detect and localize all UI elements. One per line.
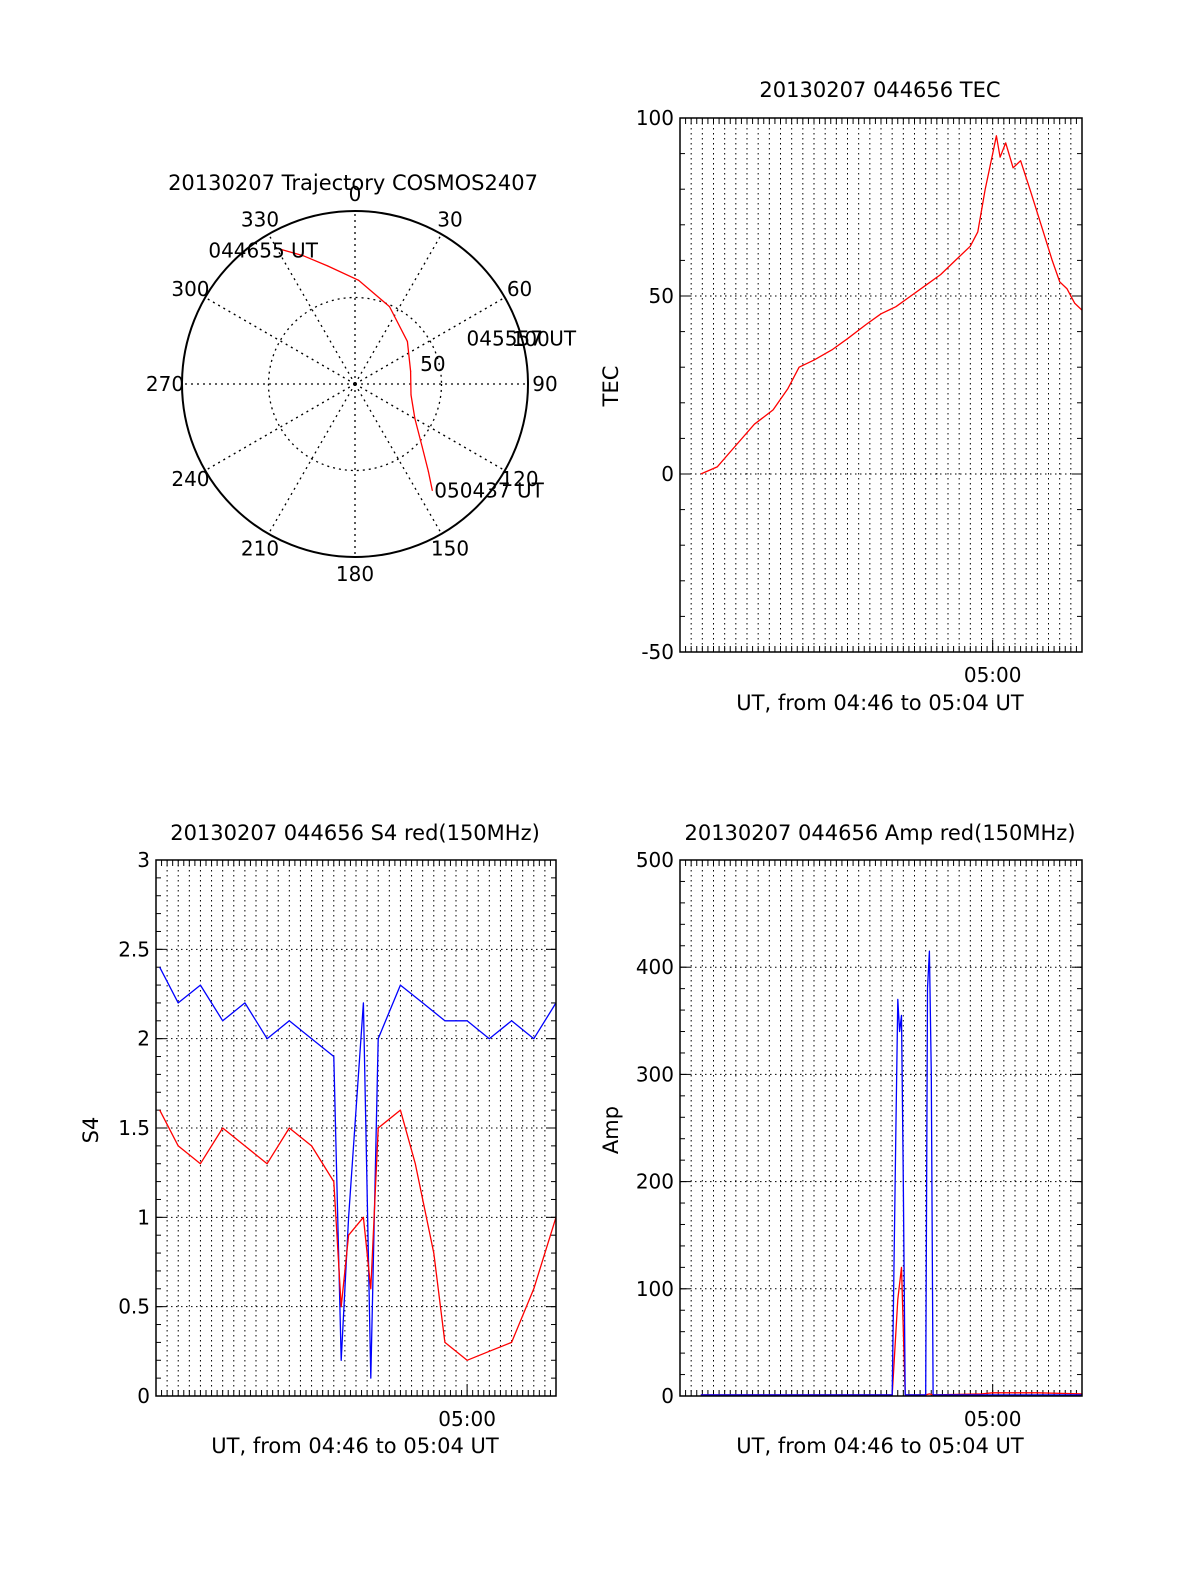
y-tick-label: 3: [137, 848, 150, 872]
trajectory-point: [327, 265, 329, 267]
amp-title: 20130207 044656 Amp red(150MHz): [684, 821, 1075, 845]
azimuth-label: 0: [349, 182, 362, 206]
amp-panel: 20130207 044656 Amp red(150MHz) UT, from…: [599, 821, 1083, 1458]
plot-frame: [679, 117, 1083, 653]
azimuth-label: 210: [241, 537, 279, 561]
trajectory-point: [358, 279, 360, 281]
y-tick-label: 200: [636, 1170, 674, 1194]
trajectory-annotation: 050437 UT: [434, 478, 544, 502]
tec-title: 20130207 044656 TEC: [759, 78, 1000, 102]
x-tick-label: 05:00: [438, 1407, 496, 1431]
trajectory-spoke: [204, 383, 356, 472]
series-line-0: [159, 966, 557, 1379]
trajectory-point: [279, 248, 281, 250]
radial-label: 50: [420, 352, 445, 376]
y-tick-label: 100: [636, 106, 674, 130]
azimuth-label: 330: [241, 207, 279, 231]
trajectory-inner-circle: [267, 296, 443, 472]
y-tick-label: 0.5: [118, 1295, 150, 1319]
trajectory-annotation: 044655 UT: [208, 238, 318, 262]
y-tick-label: 50: [649, 284, 674, 308]
trajectory-panel: 20130207 Trajectory COSMOS2407 0 30 60 90 12…: [146, 171, 577, 586]
trajectory-point: [410, 394, 412, 396]
trajectory-spoke: [354, 383, 443, 535]
y-tick-label: 0: [661, 462, 674, 486]
tec-ylabel: TEC: [599, 366, 623, 408]
y-tick-label: 500: [636, 848, 674, 872]
series-line-0: [700, 1266, 1083, 1396]
y-tick-label: 1.5: [118, 1116, 150, 1140]
y-tick-label: 1: [137, 1205, 150, 1229]
trajectory-series-line: [280, 248, 433, 491]
tec-panel: 20130207 044656 TEC UT, from 04:46 to 05…: [599, 78, 1083, 715]
s4-xlabel: UT, from 04:46 to 05:04 UT: [211, 1434, 499, 1458]
tec-plot-area: -50 0 50 100 05:00: [636, 106, 1083, 687]
y-tick-label: 100: [636, 1277, 674, 1301]
trajectory-point: [406, 340, 409, 343]
s4-ylabel: S4: [79, 1117, 103, 1144]
series-line-1: [700, 950, 1082, 1396]
azimuth-label: 150: [431, 537, 469, 561]
plot-frame: [155, 859, 557, 1397]
trajectory-spoke: [267, 233, 356, 385]
s4-panel: 20130207 044656 S4 red(150MHz) UT, from …: [79, 821, 557, 1458]
s4-plot-area: 0 0.5 1 1.5 2 2.5 3 05:00: [118, 848, 557, 1431]
y-tick-label: 400: [636, 955, 674, 979]
x-tick-label: 05:00: [964, 663, 1022, 687]
trajectory-point: [388, 305, 391, 308]
trajectory-point: [410, 370, 412, 372]
y-tick-label: -50: [641, 640, 674, 664]
trajectory-title: 20130207 Trajectory COSMOS2407: [168, 171, 538, 195]
amp-ylabel: Amp: [599, 1106, 623, 1154]
trajectory-grid: [181, 210, 529, 558]
y-tick-label: 0: [661, 1384, 674, 1408]
trajectory-annotation: 045557 UT: [467, 327, 577, 351]
trajectory-point: [414, 418, 416, 420]
azimuth-label: 60: [507, 277, 532, 301]
azimuth-label: 300: [171, 277, 209, 301]
trajectory-labels: 0 30 60 90 120 150 180 210 240 270 300 330 50 100: [146, 182, 558, 586]
amp-xlabel: UT, from 04:46 to 05:04 UT: [736, 1434, 1024, 1458]
azimuth-label: 30: [437, 207, 462, 231]
y-tick-label: 2.5: [118, 937, 150, 961]
y-tick-label: 300: [636, 1062, 674, 1086]
trajectory-spoke: [204, 296, 356, 385]
azimuth-label: 270: [146, 372, 184, 396]
azimuth-label: 120: [500, 467, 538, 491]
trajectory-point: [427, 470, 429, 473]
y-tick-label: 0: [137, 1384, 150, 1408]
trajectory-series: [279, 248, 433, 491]
trajectory-spoke: [354, 383, 506, 472]
azimuth-label: 180: [336, 562, 374, 586]
y-tick-label: 2: [137, 1027, 150, 1051]
azimuth-label: 90: [532, 372, 557, 396]
trajectory-spoke: [354, 233, 443, 385]
amp-plot-area: 0 100 200 300 400 500 05:00: [636, 848, 1083, 1431]
x-tick-label: 05:00: [964, 1407, 1022, 1431]
series-line-1: [159, 1109, 557, 1361]
tec-xlabel: UT, from 04:46 to 05:04 UT: [736, 691, 1024, 715]
azimuth-label: 240: [171, 467, 209, 491]
trajectory-outer-circle: [181, 210, 529, 558]
trajectory-spoke: [354, 296, 506, 385]
trajectory-point: [302, 255, 304, 257]
trajectory-spoke: [267, 383, 356, 535]
trajectory-point: [421, 445, 423, 448]
trajectory-annotations: 044655 UT 045557 UT 050437 UT: [208, 238, 577, 502]
plot-frame: [679, 859, 1083, 1397]
series-line-0: [700, 135, 1083, 475]
s4-title: 20130207 044656 S4 red(150MHz): [170, 821, 540, 845]
radial-label: 100: [512, 327, 550, 351]
trajectory-point: [431, 489, 433, 491]
